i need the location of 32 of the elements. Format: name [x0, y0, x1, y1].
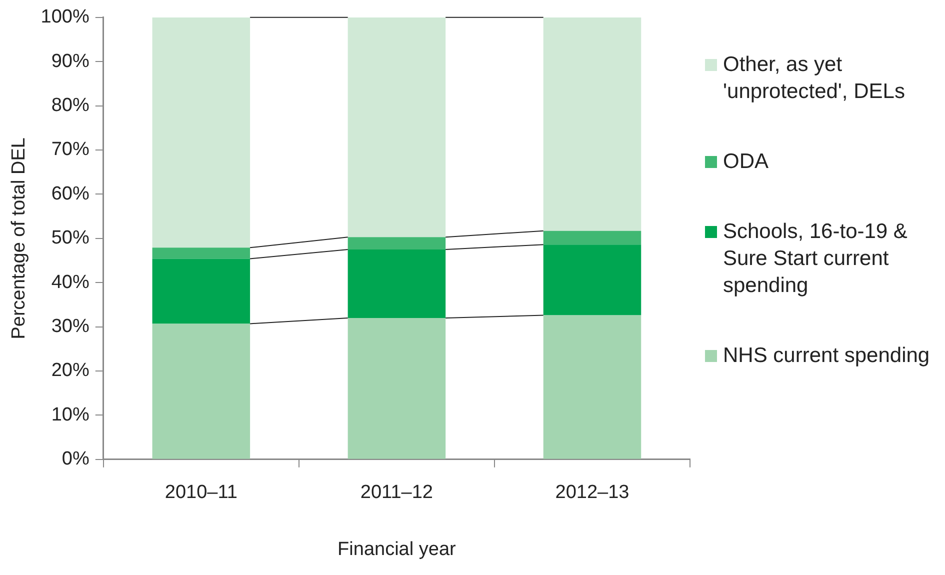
- x-tick-label: 2011–12: [360, 482, 433, 504]
- y-tick-label: 60%: [51, 183, 90, 204]
- x-axis-title: Financial year: [338, 538, 457, 560]
- bar: [543, 315, 642, 459]
- y-tick-label: 0%: [62, 448, 90, 470]
- legend-label: ODA: [723, 149, 769, 176]
- y-axis-title: Percentage of total DEL: [8, 138, 30, 340]
- bar: [348, 17, 446, 238]
- legend-label: NHS current spending: [723, 342, 930, 369]
- y-tick-label: 100%: [40, 6, 90, 28]
- bar: [152, 258, 250, 324]
- bar: [348, 237, 446, 250]
- y-tick-label: 30%: [51, 316, 90, 338]
- y-tick-label: 50%: [51, 228, 90, 249]
- y-tick-label: 80%: [51, 95, 90, 116]
- bar: [152, 248, 250, 259]
- legend-label: Schools, 16-to-19 & Sure Start current spending: [723, 218, 908, 299]
- bar: [543, 244, 642, 316]
- y-tick-label: 40%: [51, 272, 90, 293]
- bar: [348, 318, 446, 459]
- bar: [543, 17, 642, 231]
- bar: [152, 17, 250, 248]
- y-tick-label: 70%: [51, 139, 90, 160]
- bar: [348, 249, 446, 318]
- x-tick-label: 2010–11: [164, 482, 238, 504]
- legend-label: Other, as yet 'unprotected', DELs: [723, 52, 906, 106]
- y-tick-label: 10%: [51, 404, 90, 426]
- x-tick-label: 2012–13: [555, 482, 630, 504]
- bar: [152, 324, 250, 459]
- bar: [543, 230, 642, 245]
- y-tick-label: 20%: [51, 360, 90, 382]
- y-tick-label: 90%: [51, 50, 90, 72]
